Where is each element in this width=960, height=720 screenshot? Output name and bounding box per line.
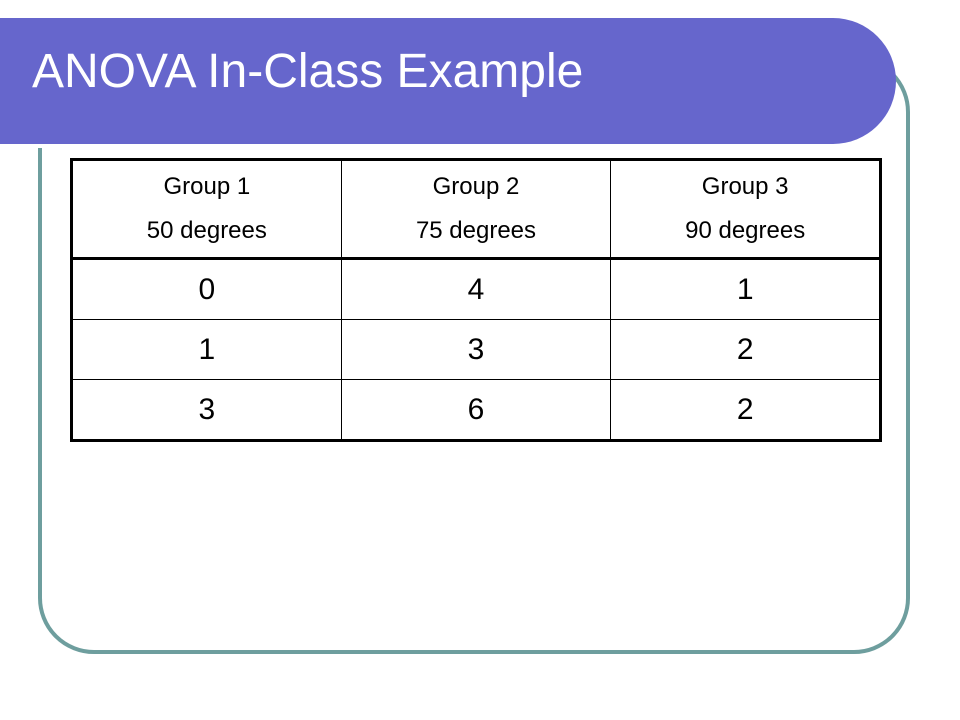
column-group-condition: 50 degrees	[146, 217, 267, 244]
table-cell: 2	[610, 379, 881, 441]
column-group-name: Group 1	[163, 173, 251, 200]
table-cell: 6	[340, 379, 612, 441]
column-group-name: Group 2	[432, 173, 520, 200]
table-cell: 4	[340, 258, 612, 320]
data-table: Group 1 50 degrees Group 2 75 degrees Gr…	[70, 158, 882, 442]
title-bar	[0, 18, 896, 148]
column-header-group-3: Group 3 90 degrees	[610, 159, 881, 260]
column-group-condition: 75 degrees	[415, 217, 537, 244]
column-group-name: Group 3	[701, 173, 789, 200]
table-cell: 3	[340, 319, 612, 380]
column-header-group-1: Group 1 50 degrees	[71, 159, 342, 260]
title-underline	[0, 144, 848, 148]
table-cell: 0	[71, 258, 342, 320]
table-row: 0 4 1	[71, 258, 881, 320]
table-cell: 1	[71, 319, 342, 380]
table-cell: 1	[610, 258, 881, 320]
page-title: ANOVA In-Class Example	[32, 45, 584, 98]
table-cell: 2	[610, 319, 881, 380]
column-group-condition: 90 degrees	[685, 217, 806, 244]
table-header-row: Group 1 50 degrees Group 2 75 degrees Gr…	[71, 159, 881, 260]
table-row: 1 3 2	[71, 319, 881, 380]
table-cell: 3	[71, 379, 342, 441]
table-row: 3 6 2	[71, 379, 881, 441]
column-header-group-2: Group 2 75 degrees	[340, 159, 612, 260]
